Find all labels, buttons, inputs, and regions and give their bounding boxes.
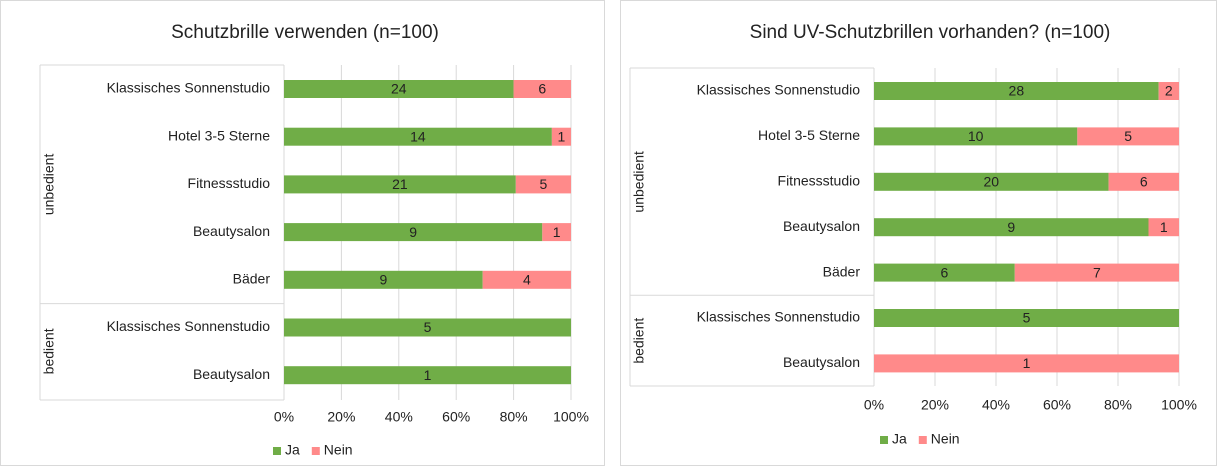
category-label: Bäder	[233, 271, 271, 287]
x-tick-label: 100%	[1161, 397, 1197, 413]
bar-segment	[515, 175, 571, 194]
bar-segment	[874, 127, 1078, 146]
group-label: bedient	[631, 318, 647, 364]
category-label: Beautysalon	[193, 223, 270, 239]
bar-segment	[513, 80, 571, 98]
data-label: 1	[553, 224, 561, 240]
data-label: 5	[1023, 310, 1031, 326]
category-label: Hotel 3-5 Sterne	[758, 127, 860, 143]
bar-segment	[874, 172, 1109, 191]
chart-title: Schutzbrille verwenden (n=100)	[171, 22, 439, 43]
data-label: 20	[984, 174, 1000, 190]
bar-segment	[284, 80, 514, 98]
category-label: Klassisches Sonnenstudio	[697, 82, 861, 98]
data-label: 9	[379, 272, 387, 288]
legend-label: Ja	[285, 442, 300, 458]
data-label: 6	[1140, 174, 1148, 190]
data-label: 14	[410, 128, 426, 144]
x-tick-label: 20%	[327, 409, 355, 425]
bar-segment	[1108, 172, 1179, 191]
x-tick-label: 40%	[982, 397, 1010, 413]
legend-swatch	[273, 447, 281, 455]
category-label: Beautysalon	[783, 218, 860, 234]
legend-label: Nein	[324, 442, 353, 458]
data-label: 1	[1160, 219, 1168, 235]
bar-segment	[284, 366, 571, 385]
data-label: 1	[558, 128, 566, 144]
x-tick-label: 60%	[1043, 397, 1071, 413]
data-label: 4	[523, 272, 531, 288]
bar-segment	[874, 354, 1179, 373]
data-label: 1	[1023, 355, 1031, 371]
x-tick-label: 40%	[385, 409, 413, 425]
data-label: 6	[538, 81, 546, 97]
bar-segment	[284, 127, 552, 146]
data-label: 5	[1124, 128, 1132, 144]
data-label: 21	[392, 176, 408, 192]
group-label: unbedient	[631, 151, 647, 213]
chart-title: Sind UV-Schutzbrillen vorhanden? (n=100)	[750, 22, 1111, 43]
category-label: Fitnessstudio	[188, 175, 271, 191]
bar-segment	[482, 270, 571, 289]
legend-swatch	[918, 436, 927, 444]
legend-swatch	[311, 447, 320, 455]
category-label: Klassisches Sonnenstudio	[697, 309, 861, 325]
group-label: unbedient	[41, 154, 57, 216]
category-label: Fitnessstudio	[778, 173, 861, 189]
bar-segment	[284, 270, 483, 289]
bar-segment	[1077, 127, 1179, 146]
category-label: Hotel 3-5 Sterne	[168, 127, 270, 143]
x-tick-label: 20%	[921, 397, 949, 413]
x-tick-label: 0%	[274, 409, 294, 425]
legend-label: Nein	[931, 431, 960, 447]
category-label: Klassisches Sonnenstudio	[107, 80, 271, 96]
bar-segment	[1158, 82, 1179, 100]
category-label: Beautysalon	[193, 366, 270, 382]
data-label: 5	[540, 176, 548, 192]
data-label: 9	[1007, 219, 1015, 235]
bar-segment	[284, 318, 571, 337]
x-tick-label: 80%	[1104, 397, 1132, 413]
bar-segment	[284, 175, 516, 194]
bar-segment	[1014, 263, 1179, 282]
bar-segment	[874, 82, 1159, 100]
category-label: Beautysalon	[783, 354, 860, 370]
data-label: 5	[424, 319, 432, 335]
data-label: 2	[1165, 83, 1173, 99]
bar-segment	[1148, 218, 1179, 237]
bar-segment	[542, 223, 571, 242]
category-label: Bäder	[823, 263, 861, 279]
bar-segment	[551, 127, 571, 146]
data-label: 1	[424, 367, 432, 383]
data-label: 10	[968, 128, 984, 144]
x-tick-label: 60%	[442, 409, 470, 425]
x-tick-label: 80%	[500, 409, 528, 425]
legend-swatch	[880, 436, 888, 444]
data-label: 7	[1093, 264, 1101, 280]
x-tick-label: 100%	[553, 409, 589, 425]
data-label: 9	[409, 224, 417, 240]
data-label: 28	[1009, 83, 1025, 99]
bar-segment	[874, 263, 1015, 282]
category-label: Klassisches Sonnenstudio	[107, 318, 271, 334]
bar-segment	[284, 223, 543, 242]
data-label: 6	[940, 264, 948, 280]
data-label: 24	[391, 81, 407, 97]
group-label: bedient	[41, 328, 57, 374]
bar-segment	[874, 218, 1149, 237]
x-tick-label: 0%	[864, 397, 884, 413]
legend-label: Ja	[892, 431, 907, 447]
bar-segment	[874, 309, 1179, 327]
